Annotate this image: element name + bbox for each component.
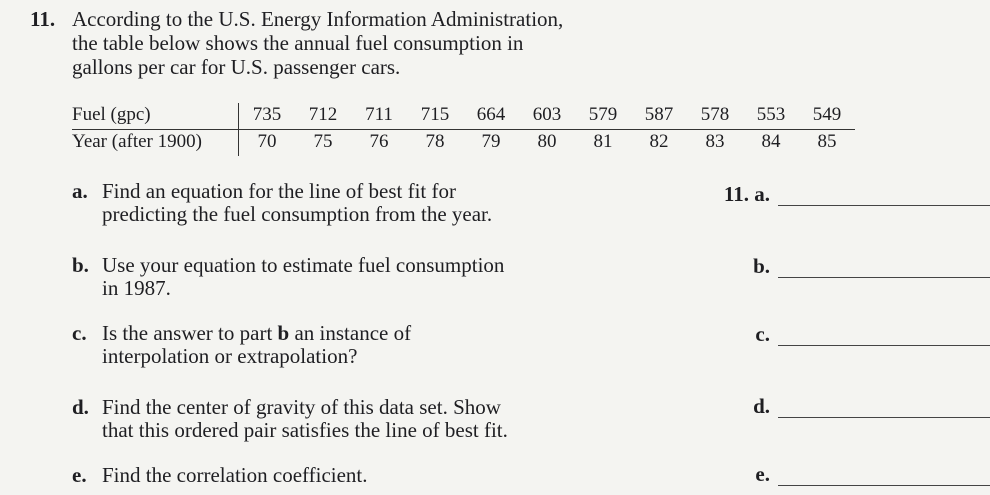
question-a: a. Find an equation for the line of best … — [72, 180, 492, 226]
year-cell: 82 — [649, 131, 669, 152]
fuel-cell: 715 — [407, 103, 463, 130]
fuel-cell: 578 — [687, 103, 743, 130]
part-reference: b — [277, 321, 290, 345]
year-cell: 80 — [537, 131, 557, 152]
answer-blank-a[interactable] — [778, 205, 990, 206]
answer-row-d: d. — [700, 394, 990, 420]
intro-line: According to the U.S. Energy Information… — [72, 7, 564, 31]
question-text: Find the center of gravity of this data … — [102, 395, 501, 419]
year-cell: 79 — [481, 131, 501, 152]
fuel-cell: 664 — [463, 103, 519, 130]
question-text: that this ordered pair satisfies the lin… — [102, 418, 508, 442]
answer-label: e. — [755, 462, 770, 486]
problem-number: 11. — [30, 7, 56, 31]
problem-intro: According to the U.S. Energy Information… — [72, 7, 692, 79]
answer-blank-d[interactable] — [778, 417, 990, 418]
fuel-cell: 587 — [631, 103, 687, 130]
question-e: e. Find the correlation coefficient. — [72, 464, 368, 487]
answer-label: c. — [755, 322, 770, 346]
answer-blank-e[interactable] — [778, 485, 990, 486]
fuel-cell: 735 — [238, 103, 295, 130]
intro-line: gallons per car for U.S. passenger cars. — [72, 55, 401, 79]
question-text: Is the answer to part — [102, 321, 278, 345]
question-text: predicting the fuel consumption from the… — [102, 202, 493, 226]
question-text: Use your equation to estimate fuel consu… — [102, 253, 505, 277]
year-cell: 76 — [369, 131, 389, 152]
question-text: in 1987. — [102, 276, 171, 300]
row-label-fuel: Fuel (gpc) — [72, 103, 239, 130]
question-d: d. Find the center of gravity of this dat… — [72, 396, 508, 442]
fuel-cell: 603 — [519, 103, 575, 130]
answer-label: b. — [753, 254, 770, 278]
fuel-cell: 711 — [351, 103, 407, 130]
intro-line: the table below shows the annual fuel co… — [72, 31, 524, 55]
question-b: b. Use your equation to estimate fuel con… — [72, 254, 504, 300]
fuel-cell: 712 — [295, 103, 351, 130]
answer-row-a: 11. a. — [700, 182, 990, 208]
year-cell: 75 — [313, 131, 333, 152]
year-cell: 81 — [593, 131, 613, 152]
fuel-cell: 579 — [575, 103, 631, 130]
answer-row-e: e. — [700, 462, 990, 488]
question-letter: a. — [72, 179, 88, 203]
question-text: Find the correlation coefficient. — [102, 463, 368, 487]
row-label-year: Year (after 1900) — [72, 129, 239, 156]
answer-blank-c[interactable] — [778, 345, 990, 346]
year-cell: 70 — [257, 131, 277, 152]
question-text: interpolation or extrapolation? — [102, 344, 358, 368]
fuel-cell: 553 — [743, 103, 799, 130]
question-text: an instance of — [289, 321, 412, 345]
year-cell: 78 — [425, 131, 445, 152]
year-cell: 84 — [761, 131, 781, 152]
question-c: c. Is the answer to part b an instance of… — [72, 322, 411, 368]
table-row-fuel: Fuel (gpc) 735 712 711 715 664 603 579 5… — [72, 103, 855, 130]
answer-label: 11. a. — [723, 182, 770, 206]
fuel-cell: 549 — [799, 103, 855, 130]
answer-label: d. — [753, 394, 770, 418]
answer-row-b: b. — [700, 254, 990, 280]
question-letter: b. — [72, 253, 89, 277]
answer-blank-b[interactable] — [778, 277, 990, 278]
year-cell: 85 — [817, 131, 837, 152]
question-letter: c. — [72, 321, 87, 345]
question-text: Find an equation for the line of best fi… — [102, 179, 456, 203]
question-letter: e. — [72, 463, 87, 487]
answer-row-c: c. — [700, 322, 990, 348]
fuel-data-table: Fuel (gpc) 735 712 711 715 664 603 579 5… — [72, 103, 855, 156]
question-letter: d. — [72, 395, 89, 419]
year-cell: 83 — [705, 131, 725, 152]
table-row-year: Year (after 1900) 70 75 76 78 79 80 81 8… — [72, 129, 855, 156]
